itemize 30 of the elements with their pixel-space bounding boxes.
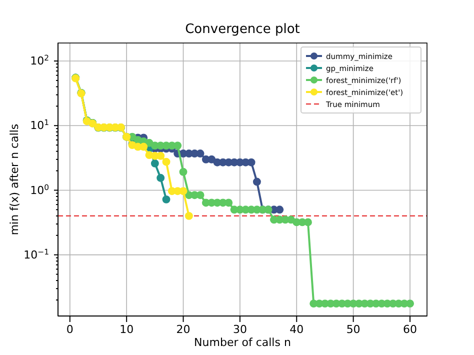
point <box>162 195 170 204</box>
x-tick-label: 0 <box>66 322 74 336</box>
y-tick-label: 10$^{1}$ <box>30 118 50 132</box>
chart-title: Convergence plot <box>185 22 300 37</box>
point <box>224 198 233 207</box>
y-axis-title: min f(x) after n calls <box>8 124 21 236</box>
point <box>196 150 204 158</box>
x-tick-label: 50 <box>346 322 360 336</box>
point <box>252 178 261 186</box>
x-tick-label: 40 <box>290 322 304 336</box>
point <box>179 187 188 196</box>
x-tick-label: 60 <box>402 322 417 336</box>
point <box>184 212 193 220</box>
point <box>174 142 182 150</box>
point <box>208 155 216 164</box>
point <box>276 206 284 214</box>
point <box>196 191 204 200</box>
point <box>156 174 165 182</box>
y-tick-label: 10$^{−1}$ <box>24 246 50 262</box>
point <box>156 152 165 160</box>
point <box>162 158 170 166</box>
point <box>179 168 188 176</box>
point <box>150 159 159 168</box>
y-tick-label: 10$^{0}$ <box>30 182 50 197</box>
x-tick-label: 10 <box>120 322 134 336</box>
x-axis-title: Number of calls n <box>194 336 291 349</box>
x-tick-label: 20 <box>176 322 190 336</box>
point <box>406 300 414 308</box>
y-tick-label: 10$^{2}$ <box>30 53 50 68</box>
x-tick-label: 30 <box>232 322 247 336</box>
